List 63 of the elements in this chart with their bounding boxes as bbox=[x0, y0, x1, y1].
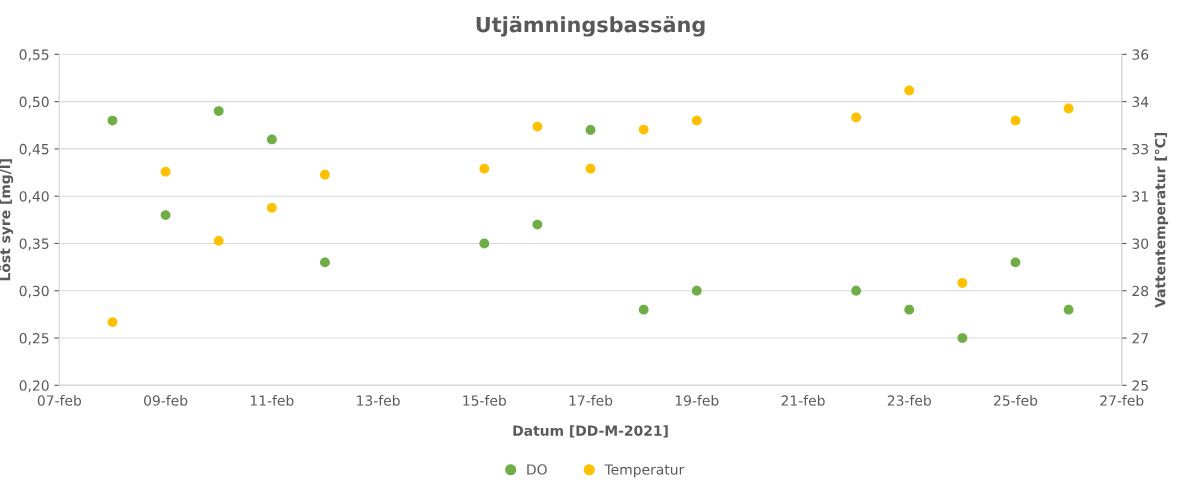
point bbox=[585, 125, 596, 135]
y-tick-label: 0,55 bbox=[19, 49, 49, 62]
chart-title: Utjämningsbassäng bbox=[476, 15, 705, 37]
y2-tick-label: 27 bbox=[1132, 333, 1148, 344]
point bbox=[957, 278, 968, 288]
point bbox=[532, 121, 543, 132]
point bbox=[479, 163, 490, 174]
point bbox=[160, 166, 171, 177]
point bbox=[107, 115, 118, 126]
point bbox=[107, 317, 118, 328]
point bbox=[266, 202, 277, 213]
x-tick-label: 09-feb bbox=[144, 395, 188, 406]
y2-tick-label: 28 bbox=[1132, 285, 1149, 297]
x-tick-label: 23-feb bbox=[887, 395, 931, 406]
y2-tick-label: 33 bbox=[1132, 143, 1148, 155]
point bbox=[213, 235, 224, 246]
x-tick-label: 17-feb bbox=[569, 395, 613, 406]
point bbox=[1063, 103, 1074, 114]
y2-tick-label: 36 bbox=[1132, 49, 1149, 60]
x-tick-label: 15-feb bbox=[463, 395, 506, 406]
y-tick-label: 0,25 bbox=[19, 333, 49, 345]
y2-tick-label: 25 bbox=[1132, 380, 1148, 391]
point bbox=[638, 124, 649, 135]
legend-label: Temperatur bbox=[604, 464, 685, 478]
point bbox=[532, 219, 543, 230]
point bbox=[266, 134, 277, 145]
point bbox=[1010, 115, 1021, 126]
x-tick-label: 21-feb bbox=[781, 395, 825, 406]
y2-tick-label: 34 bbox=[1132, 96, 1149, 108]
point bbox=[479, 238, 490, 249]
point bbox=[213, 106, 224, 116]
point bbox=[1010, 257, 1021, 268]
point bbox=[691, 115, 702, 126]
point bbox=[638, 304, 649, 315]
y-tick-label: 0,30 bbox=[19, 285, 49, 298]
x-tick-label: 19-feb bbox=[675, 395, 719, 406]
x-tick-label: 11-feb bbox=[250, 395, 294, 406]
y2-axis-title: Vattentemperatur [°C] bbox=[1154, 132, 1169, 308]
x-axis-title: Datum [DD-M-2021] bbox=[513, 425, 668, 438]
x-tick-label: 13-feb bbox=[357, 395, 400, 406]
point bbox=[585, 163, 596, 174]
x-tick-label: 27-feb bbox=[1100, 395, 1144, 406]
y-tick-label: 0,50 bbox=[19, 96, 49, 109]
point bbox=[904, 85, 915, 96]
point bbox=[1063, 304, 1074, 315]
y-tick-label: 0,20 bbox=[19, 380, 49, 393]
y-axis-title: Löst syre [mg/l] bbox=[0, 159, 14, 281]
y-tick-label: 0,45 bbox=[19, 143, 49, 156]
point bbox=[160, 210, 171, 221]
y-tick-label: 0,40 bbox=[19, 191, 49, 204]
point bbox=[957, 333, 968, 343]
y2-tick-label: 31 bbox=[1132, 191, 1148, 202]
y-tick-label: 0,35 bbox=[19, 238, 49, 251]
legend-label: DO bbox=[527, 464, 547, 475]
point bbox=[320, 257, 330, 268]
point bbox=[851, 285, 862, 296]
point bbox=[691, 285, 702, 296]
point bbox=[904, 304, 915, 315]
point bbox=[851, 112, 862, 123]
y2-tick-label: 30 bbox=[1132, 238, 1149, 249]
point bbox=[320, 169, 330, 180]
x-tick-label: 07-feb bbox=[37, 395, 82, 406]
x-tick-label: 25-feb bbox=[994, 395, 1038, 406]
